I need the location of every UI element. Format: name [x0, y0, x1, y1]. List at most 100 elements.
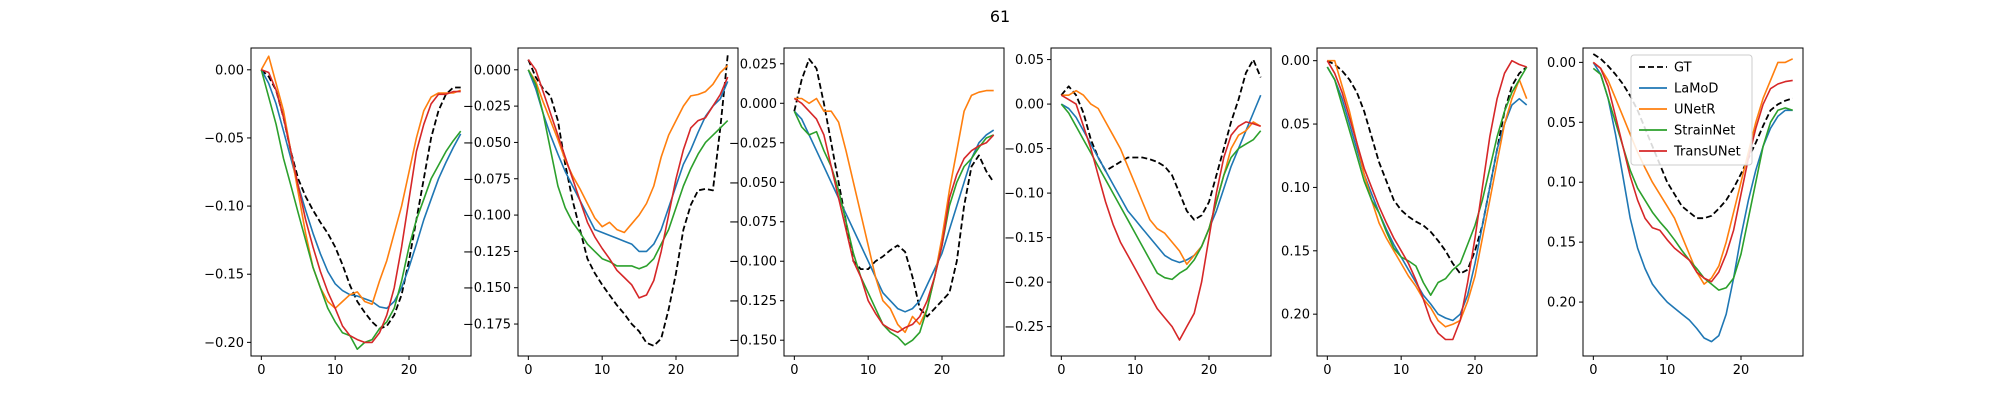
x-tick-label: 10: [594, 363, 611, 378]
x-tick-label: 0: [1057, 363, 1065, 378]
series-line-unetr: [527, 64, 729, 234]
y-tick-label: −0.05: [204, 131, 244, 146]
y-tick-label: 0.10: [1547, 176, 1576, 191]
series-line-transunet: [261, 69, 461, 344]
panel-4: 0 10 20 0.05 0.00 −0.05 −0.10 −0.15 −0.20 −0.25: [1004, 47, 1272, 378]
axes-frame: [1582, 47, 1804, 357]
x-tick-label: 20: [1467, 363, 1484, 378]
x-tick-label: 0: [257, 363, 265, 378]
y-tick-label: −0.125: [729, 294, 777, 309]
y-tick-label: 0.00: [215, 63, 244, 78]
panels-group: 0 10 200.00−0.05−0.10−0.15−0.200 10 200.000−…: [204, 47, 1804, 378]
x-tick-label: 0: [524, 363, 532, 378]
series-line-strainnet: [1326, 66, 1528, 297]
y-tick-label: 0.20: [1547, 296, 1576, 311]
y-tick-label: −0.100: [729, 255, 777, 270]
y-tick-label: −0.25: [1004, 320, 1044, 335]
y-tick-label: −0.05: [1004, 142, 1044, 157]
legend-label-unetr: UNetR: [1674, 103, 1715, 118]
y-tick-label: −0.100: [463, 209, 511, 224]
x-tick-label: 20: [934, 363, 951, 378]
y-tick-label: −0.15: [1004, 231, 1044, 246]
series-line-strainnet: [793, 110, 995, 346]
y-tick-label: 0.000: [740, 97, 777, 112]
x-tick-label: 10: [1127, 363, 1144, 378]
panel-1: 0 10 20 0.00 −0.05 −0.10 −0.15 −0.20: [204, 47, 472, 378]
x-tick-label: 10: [860, 363, 877, 378]
figure-title: 61: [990, 7, 1010, 26]
series-line-lamod: [793, 110, 995, 313]
y-tick-label: −0.10: [1004, 187, 1044, 202]
y-tick-label: 0.15: [1281, 244, 1310, 259]
y-tick-label: −0.175: [463, 318, 511, 333]
legend-label-gt: GT: [1674, 61, 1692, 76]
y-tick-label: 0.00: [1015, 98, 1044, 113]
series-line-gt: [527, 55, 729, 347]
x-tick-label: 0: [790, 363, 798, 378]
y-tick-label: 0.00: [1281, 54, 1310, 69]
axes-frame: [783, 47, 1005, 357]
y-tick-label: −0.050: [729, 176, 777, 191]
x-tick-label: 20: [1733, 363, 1750, 378]
series-line-transunet: [793, 97, 995, 334]
series-line-transunet: [1592, 61, 1793, 283]
legend: GT LaMoD UNetR StrainNet TransUNet: [1630, 54, 1753, 166]
panel-series-group: [260, 55, 462, 351]
panel-series-group: [1060, 58, 1262, 341]
x-tick-label: 20: [401, 363, 418, 378]
y-tick-label: −0.150: [463, 281, 511, 296]
y-tick-label: −0.050: [463, 136, 511, 151]
series-line-lamod: [1592, 61, 1793, 343]
legend-label-lamod: LaMoD: [1674, 82, 1718, 97]
panel-5: 0 10 20 0.00 0.05 0.10 0.15 0.20: [1281, 47, 1538, 378]
x-tick-label: 10: [1393, 363, 1410, 378]
series-line-gt: [1060, 58, 1262, 221]
x-tick-label: 10: [1659, 363, 1676, 378]
panel-series-group: [1592, 53, 1794, 343]
y-tick-label: −0.20: [204, 336, 244, 351]
axes-frame: [1050, 47, 1272, 357]
y-tick-label: −0.10: [204, 200, 244, 215]
series-line-unetr: [1061, 89, 1262, 266]
panel-series-group: [793, 58, 995, 346]
y-tick-label: 0.025: [740, 57, 777, 72]
y-tick-label: −0.025: [463, 100, 511, 115]
panel-6: 0 10 20 0.00 0.05 0.10 0.15 0.20: [1547, 47, 1804, 378]
y-tick-label: 0.20: [1281, 308, 1310, 323]
y-tick-label: −0.075: [463, 172, 511, 187]
legend-label-transunet: TransUNet: [1673, 145, 1741, 160]
legend-label-strainnet: StrainNet: [1674, 124, 1735, 139]
y-tick-label: 0.05: [1015, 53, 1044, 68]
y-tick-label: −0.075: [729, 215, 777, 230]
y-tick-label: −0.025: [729, 136, 777, 151]
x-tick-label: 20: [668, 363, 685, 378]
axes-frame: [1316, 47, 1538, 357]
y-tick-label: −0.20: [1004, 276, 1044, 291]
series-line-gt: [793, 58, 995, 318]
series-line-gt: [1592, 53, 1793, 220]
series-line-strainnet: [260, 69, 462, 351]
y-tick-label: −0.125: [463, 245, 511, 260]
axes-frame: [250, 47, 472, 357]
axes-frame: [517, 47, 739, 357]
x-tick-label: 20: [1201, 363, 1218, 378]
series-line-transunet: [1326, 59, 1527, 341]
y-tick-label: 0.000: [474, 63, 511, 78]
panel-series-group: [1326, 59, 1528, 341]
series-line-lamod: [527, 69, 729, 253]
series-line-unetr: [794, 89, 994, 334]
panel-series-group: [527, 55, 729, 347]
y-tick-label: 0.05: [1281, 118, 1310, 133]
y-tick-label: 0.05: [1547, 116, 1576, 131]
series-line-transunet: [1060, 94, 1261, 341]
y-tick-label: −0.15: [204, 268, 244, 283]
legend-box: [1630, 54, 1753, 166]
y-tick-label: 0.10: [1281, 181, 1310, 196]
panel-2: 0 10 20 0.000 −0.025 −0.050 −0.075 −0.100 −0.125…: [463, 47, 739, 378]
x-tick-label: 10: [327, 363, 344, 378]
panel-3: 0 10 20 0.025 0.000 −0.025 −0.050 −0.075 −0.100 −…: [729, 47, 1005, 378]
series-line-strainnet: [527, 69, 729, 270]
series-line-transunet: [527, 59, 729, 299]
series-line-unetr: [1327, 59, 1528, 328]
